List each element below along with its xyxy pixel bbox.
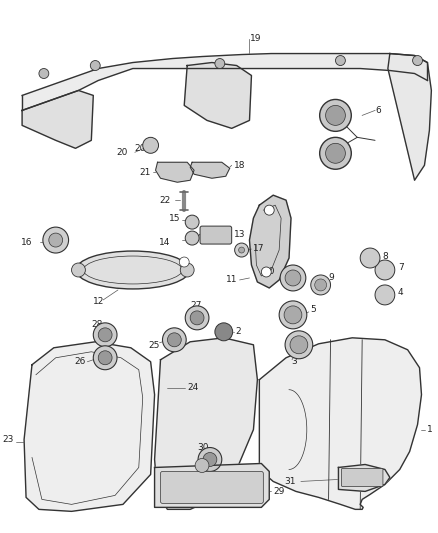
Text: 11: 11	[226, 276, 238, 285]
Circle shape	[179, 257, 189, 267]
Circle shape	[198, 448, 222, 472]
Polygon shape	[184, 62, 251, 128]
Text: 9: 9	[328, 273, 334, 282]
Circle shape	[90, 61, 100, 70]
Polygon shape	[190, 162, 230, 178]
Text: 28: 28	[91, 320, 102, 329]
Text: 10: 10	[264, 268, 275, 277]
Polygon shape	[22, 53, 427, 110]
Text: 8: 8	[382, 252, 388, 261]
Circle shape	[195, 458, 209, 472]
Circle shape	[185, 231, 199, 245]
Circle shape	[360, 248, 380, 268]
Text: 4: 4	[398, 288, 403, 297]
Text: 29: 29	[273, 487, 285, 496]
Circle shape	[315, 279, 327, 291]
Polygon shape	[155, 338, 258, 510]
Text: 13: 13	[233, 230, 245, 239]
Text: 12: 12	[93, 297, 105, 306]
Circle shape	[190, 311, 204, 325]
Polygon shape	[250, 195, 291, 288]
Text: 5: 5	[311, 305, 317, 314]
Circle shape	[284, 306, 302, 324]
Circle shape	[325, 143, 346, 163]
Text: 18: 18	[233, 161, 245, 170]
Text: 30: 30	[197, 443, 208, 452]
Circle shape	[285, 270, 301, 286]
Circle shape	[239, 247, 244, 253]
Circle shape	[375, 285, 395, 305]
Circle shape	[98, 351, 112, 365]
Text: 21: 21	[139, 168, 151, 177]
Circle shape	[413, 55, 423, 66]
Text: 23: 23	[3, 435, 14, 444]
Text: 31: 31	[284, 477, 296, 486]
FancyBboxPatch shape	[200, 226, 232, 244]
Text: 14: 14	[159, 238, 170, 247]
Circle shape	[290, 336, 308, 354]
Text: 6: 6	[375, 106, 381, 115]
Text: 20: 20	[117, 148, 128, 157]
Circle shape	[261, 267, 271, 277]
Polygon shape	[259, 338, 421, 510]
Polygon shape	[24, 342, 155, 511]
Text: 2: 2	[236, 327, 241, 336]
Circle shape	[325, 106, 346, 125]
Circle shape	[98, 328, 112, 342]
Text: 3: 3	[291, 357, 297, 366]
Text: 15: 15	[169, 214, 180, 223]
Circle shape	[203, 453, 217, 466]
Circle shape	[375, 260, 395, 280]
Text: 7: 7	[398, 263, 403, 272]
Circle shape	[280, 265, 306, 291]
Circle shape	[167, 333, 181, 347]
FancyBboxPatch shape	[160, 472, 263, 503]
Circle shape	[43, 227, 69, 253]
Text: 20: 20	[135, 144, 146, 153]
Circle shape	[93, 346, 117, 370]
Polygon shape	[339, 464, 390, 491]
Circle shape	[39, 69, 49, 78]
Circle shape	[143, 138, 159, 154]
Circle shape	[180, 263, 194, 277]
Circle shape	[185, 215, 199, 229]
Text: 27: 27	[190, 301, 201, 310]
Circle shape	[215, 323, 233, 341]
Text: 22: 22	[159, 196, 170, 205]
Text: 25: 25	[148, 341, 159, 350]
Circle shape	[279, 301, 307, 329]
Polygon shape	[155, 464, 269, 507]
Circle shape	[336, 55, 346, 66]
Text: 19: 19	[250, 34, 261, 43]
Circle shape	[311, 275, 331, 295]
Text: 26: 26	[74, 357, 85, 366]
Circle shape	[49, 233, 63, 247]
Circle shape	[320, 100, 351, 131]
Text: 1: 1	[427, 425, 433, 434]
Circle shape	[320, 138, 351, 169]
Circle shape	[235, 243, 248, 257]
Polygon shape	[388, 53, 431, 180]
Circle shape	[185, 306, 209, 330]
Ellipse shape	[76, 251, 190, 289]
Text: 17: 17	[254, 244, 265, 253]
Text: 16: 16	[21, 238, 32, 247]
Polygon shape	[155, 162, 194, 182]
Text: 24: 24	[187, 383, 198, 392]
Circle shape	[215, 59, 225, 69]
FancyBboxPatch shape	[341, 469, 383, 487]
Polygon shape	[22, 91, 93, 148]
Circle shape	[71, 263, 85, 277]
Circle shape	[285, 331, 313, 359]
Circle shape	[162, 328, 186, 352]
Circle shape	[264, 205, 274, 215]
Circle shape	[93, 323, 117, 347]
